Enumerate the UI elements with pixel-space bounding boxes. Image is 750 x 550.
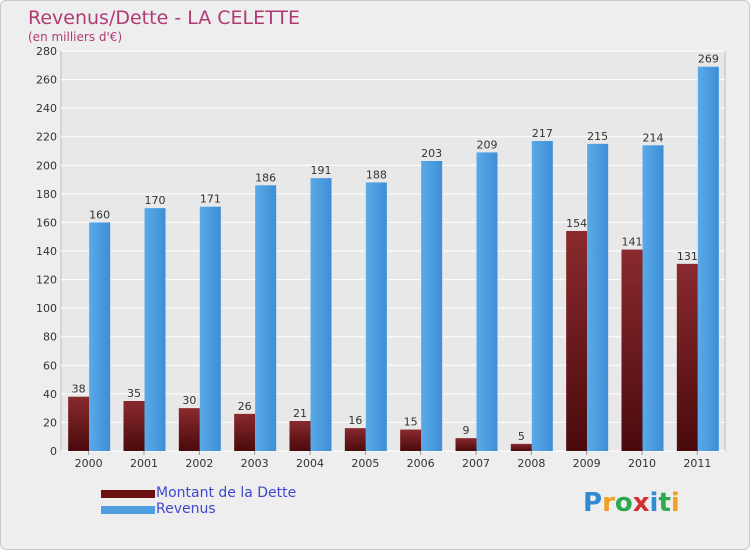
- data-label: 188: [366, 168, 387, 181]
- x-tick-label: 2006: [407, 457, 435, 470]
- y-tick-label: 60: [43, 359, 57, 372]
- bar-debt: [676, 263, 698, 451]
- bar-revenus: [587, 143, 609, 451]
- data-label: 35: [127, 387, 141, 400]
- y-tick-label: 100: [36, 302, 57, 315]
- legend-label-debt: Montant de la Dette: [156, 485, 297, 501]
- y-tick-label: 40: [43, 388, 57, 401]
- y-tick-label: 280: [36, 45, 57, 58]
- chart-title: Revenus/Dette - LA CELETTE: [28, 7, 301, 29]
- logo-letter: r: [602, 488, 615, 518]
- logo-letter: t: [658, 488, 671, 518]
- bar-debt: [68, 396, 90, 451]
- bar-debt: [344, 428, 366, 451]
- data-label: 141: [622, 236, 643, 249]
- x-axis-ticks: 2000 2001 2002 2003 2004 2005 2006 2007 2008 2009…: [75, 451, 711, 470]
- x-tick-label: 2000: [75, 457, 103, 470]
- logo-letter: o: [614, 488, 633, 518]
- data-label: 38: [72, 383, 86, 396]
- bar-debt: [400, 429, 422, 451]
- data-label: 171: [200, 193, 221, 206]
- data-label: 9: [463, 424, 470, 437]
- y-tick-label: 200: [36, 159, 57, 172]
- legend-label-revenus: Revenus: [156, 501, 216, 517]
- bar-revenus: [255, 185, 277, 452]
- y-tick-label: 240: [36, 102, 57, 115]
- y-tick-label: 140: [36, 245, 57, 258]
- y-axis-ticks: 0 20 40 60 80 100 120 140 160 180 200 220 240 260 280: [36, 45, 57, 458]
- legend-swatch-revenus: [101, 506, 155, 514]
- y-tick-label: 260: [36, 74, 57, 87]
- bar-debt: [123, 401, 145, 451]
- data-label: 160: [89, 208, 110, 221]
- data-label: 214: [643, 131, 664, 144]
- bar-revenus: [421, 161, 443, 451]
- data-label: 191: [311, 164, 332, 177]
- data-label: 131: [677, 250, 698, 263]
- bar-revenus: [89, 222, 111, 451]
- logo-letter: x: [632, 488, 650, 518]
- bar-revenus: [310, 178, 332, 451]
- data-label: 15: [404, 416, 418, 429]
- x-tick-label: 2009: [573, 457, 601, 470]
- data-label: 170: [145, 194, 166, 207]
- x-tick-label: 2001: [130, 457, 158, 470]
- bar-debt: [621, 249, 643, 451]
- logo-letter: P: [583, 488, 603, 518]
- y-tick-label: 180: [36, 188, 57, 201]
- y-tick-label: 80: [43, 331, 57, 344]
- y-tick-label: 20: [43, 416, 57, 429]
- bar-revenus: [531, 141, 553, 451]
- chart-subtitle: (en milliers d'€): [28, 30, 123, 44]
- y-tick-label: 120: [36, 274, 57, 287]
- bar-debt: [510, 443, 532, 451]
- data-labels: 38 160 35 170 30 171 26 186 21 191 16 188 15 203 9 209 5…: [72, 53, 719, 443]
- x-tick-label: 2008: [517, 457, 545, 470]
- data-label: 16: [348, 414, 362, 427]
- x-tick-label: 2010: [628, 457, 656, 470]
- bar-revenus: [365, 182, 387, 451]
- data-label: 269: [698, 53, 719, 66]
- data-label: 217: [532, 127, 553, 140]
- bar-revenus: [144, 208, 166, 451]
- bar-debt: [566, 231, 588, 451]
- bars: [68, 66, 719, 452]
- data-label: 186: [255, 171, 276, 184]
- data-label: 5: [518, 430, 525, 443]
- y-tick-label: 0: [50, 445, 57, 458]
- bar-debt: [289, 421, 311, 451]
- bar-debt: [455, 438, 477, 451]
- data-label: 21: [293, 407, 307, 420]
- data-label: 154: [566, 217, 587, 230]
- x-tick-label: 2002: [185, 457, 213, 470]
- bar-revenus: [642, 145, 664, 452]
- data-label: 209: [477, 138, 498, 151]
- bar-debt: [234, 413, 256, 451]
- x-tick-label: 2011: [683, 457, 711, 470]
- logo-letter: i: [649, 488, 659, 518]
- proxiti-logo: Proxiti: [583, 488, 680, 518]
- gridlines: [61, 50, 725, 452]
- data-label: 203: [421, 147, 442, 160]
- legend-swatch-debt: [101, 490, 155, 498]
- data-label: 30: [182, 394, 196, 407]
- x-tick-label: 2003: [241, 457, 269, 470]
- bar-debt: [178, 408, 200, 451]
- bar-revenus: [476, 152, 498, 451]
- logo-letter: i: [670, 488, 680, 518]
- y-tick-label: 160: [36, 216, 57, 229]
- x-tick-label: 2005: [351, 457, 379, 470]
- x-tick-label: 2007: [462, 457, 490, 470]
- y-tick-label: 220: [36, 131, 57, 144]
- data-label: 26: [238, 400, 252, 413]
- bar-revenus: [199, 206, 221, 451]
- x-tick-label: 2004: [296, 457, 324, 470]
- data-label: 215: [587, 130, 608, 143]
- bar-revenus: [697, 66, 719, 451]
